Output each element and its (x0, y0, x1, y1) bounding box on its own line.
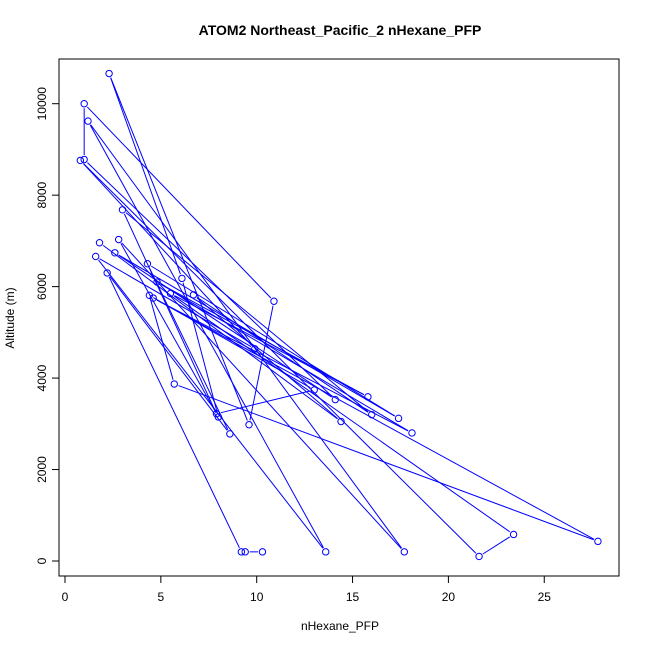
x-tick-label: 20 (442, 590, 456, 604)
data-point (270, 297, 278, 305)
series-segment (196, 296, 369, 413)
data-point (170, 380, 178, 388)
data-point (95, 239, 104, 247)
data-point (178, 274, 186, 283)
series-segment (160, 283, 365, 396)
series-segment (123, 213, 216, 410)
y-tick-label: 8000 (35, 181, 49, 208)
series-segment (108, 276, 240, 549)
series-segment (110, 77, 248, 421)
series-segment (90, 124, 403, 549)
y-axis-label: Altitude (m) (3, 287, 17, 348)
data-point (114, 235, 123, 244)
data-point (80, 100, 88, 108)
series-segment (160, 283, 409, 432)
series-segment (150, 299, 174, 380)
data-point (80, 155, 88, 164)
y-tick-label: 4000 (35, 364, 49, 391)
data-point (153, 278, 161, 286)
chart-title: ATOM2 Northeast_Pacific_2 nHexane_PFP (199, 22, 482, 38)
data-point (258, 548, 267, 556)
series-segment (196, 297, 338, 419)
data-point (509, 530, 518, 539)
series-segment (156, 299, 595, 540)
y-axis: 0 2000 4000 6000 8000 10000 (35, 87, 60, 564)
data-point (475, 552, 483, 561)
data-point (241, 548, 249, 556)
data-point (364, 393, 372, 401)
series-segment (110, 77, 181, 275)
series-segment (89, 124, 324, 549)
data-point (310, 386, 318, 394)
data-point (594, 537, 602, 546)
data-point (76, 156, 85, 165)
series-segment (178, 385, 594, 541)
data-point (166, 289, 175, 298)
series-segment (120, 243, 217, 414)
series-segment (109, 276, 228, 431)
data-point (143, 260, 152, 268)
y-tick-label: 6000 (35, 273, 49, 300)
series-segment (102, 244, 338, 420)
series-segment (156, 299, 409, 432)
series-segment (482, 536, 511, 555)
series-segment (220, 390, 310, 414)
data-point (226, 430, 234, 438)
data-point (245, 421, 253, 429)
data-point (212, 410, 221, 418)
series-segment (87, 162, 333, 397)
data-point (368, 410, 376, 419)
series-segment (83, 163, 477, 554)
series-segment (99, 258, 252, 347)
data-point (91, 252, 100, 261)
series-segment (125, 212, 369, 413)
series-segment (151, 265, 395, 417)
y-tick-label: 0 (35, 557, 49, 564)
series-segment (173, 295, 511, 533)
data-point (118, 206, 127, 214)
x-tick-label: 5 (158, 590, 165, 604)
x-tick-label: 0 (62, 590, 69, 604)
data-point (322, 548, 330, 556)
data-point (237, 548, 246, 556)
data-point (400, 548, 409, 556)
x-tick-label: 10 (250, 590, 264, 604)
data-point (84, 117, 92, 125)
series-segment (86, 106, 272, 299)
data-point (251, 345, 259, 353)
data-point (105, 69, 113, 78)
data-point (145, 291, 154, 300)
series-segment (98, 259, 324, 549)
x-axis: 0 5 10 15 20 25 (62, 575, 552, 604)
data-point (394, 414, 403, 423)
data-point (111, 249, 119, 257)
data-point (189, 291, 198, 299)
x-axis-label: nHexane_PFP (301, 619, 379, 633)
data-point (331, 395, 339, 404)
data-point (408, 429, 416, 437)
x-tick-label: 25 (538, 590, 552, 604)
series-segment (148, 267, 229, 431)
y-tick-label: 2000 (35, 456, 49, 483)
x-tick-label: 15 (346, 590, 360, 604)
data-point (337, 417, 345, 426)
series-layer (76, 69, 602, 561)
data-point (103, 269, 111, 277)
y-tick-label: 10000 (35, 87, 49, 121)
